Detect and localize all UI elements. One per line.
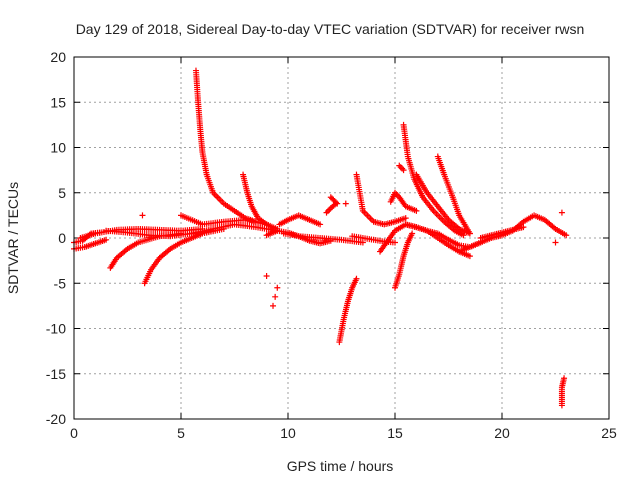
- data-point: [317, 221, 324, 228]
- data-point: [558, 209, 565, 216]
- data-point: [353, 275, 360, 282]
- data-point: [520, 224, 527, 231]
- x-tick-label: 25: [601, 425, 617, 441]
- x-tick-label: 15: [387, 425, 403, 441]
- data-point: [552, 239, 559, 246]
- x-tick-label: 20: [494, 425, 510, 441]
- y-tick-label: 15: [50, 94, 66, 110]
- y-tick-label: 20: [50, 49, 66, 65]
- chart-title: Day 129 of 2018, Sidereal Day-to-day VTE…: [76, 21, 585, 37]
- data-point: [103, 236, 110, 243]
- data-point: [460, 232, 467, 239]
- x-axis-label: GPS time / hours: [287, 458, 394, 474]
- data-point: [392, 239, 398, 246]
- data-points: [71, 67, 570, 409]
- y-tick-label: -15: [46, 366, 66, 382]
- y-tick-label: 0: [58, 230, 66, 246]
- data-point: [272, 293, 279, 300]
- data-point: [409, 230, 416, 237]
- y-tick-label: -20: [46, 411, 66, 427]
- data-point: [561, 375, 568, 382]
- data-point: [342, 200, 349, 207]
- data-point: [263, 273, 270, 280]
- data-point: [466, 253, 473, 260]
- x-tick-label: 0: [70, 425, 78, 441]
- data-point: [274, 284, 281, 291]
- y-axis-label: SDTVAR / TECUs: [5, 182, 21, 294]
- data-point: [400, 167, 407, 174]
- plot-frame: [73, 56, 610, 420]
- y-tick-label: -5: [54, 275, 67, 291]
- data-point: [466, 230, 473, 237]
- data-point: [402, 215, 409, 222]
- data-point: [413, 207, 420, 214]
- y-tick-label: -10: [46, 321, 66, 337]
- x-tick-label: 5: [177, 425, 185, 441]
- data-point: [563, 232, 570, 239]
- y-tick-label: 10: [50, 140, 66, 156]
- data-point: [139, 212, 146, 219]
- grid: [74, 57, 609, 419]
- data-point: [327, 237, 334, 244]
- data-point: [270, 302, 277, 309]
- y-tick-label: 5: [58, 185, 66, 201]
- x-tick-label: 10: [280, 425, 296, 441]
- data-point: [332, 201, 339, 208]
